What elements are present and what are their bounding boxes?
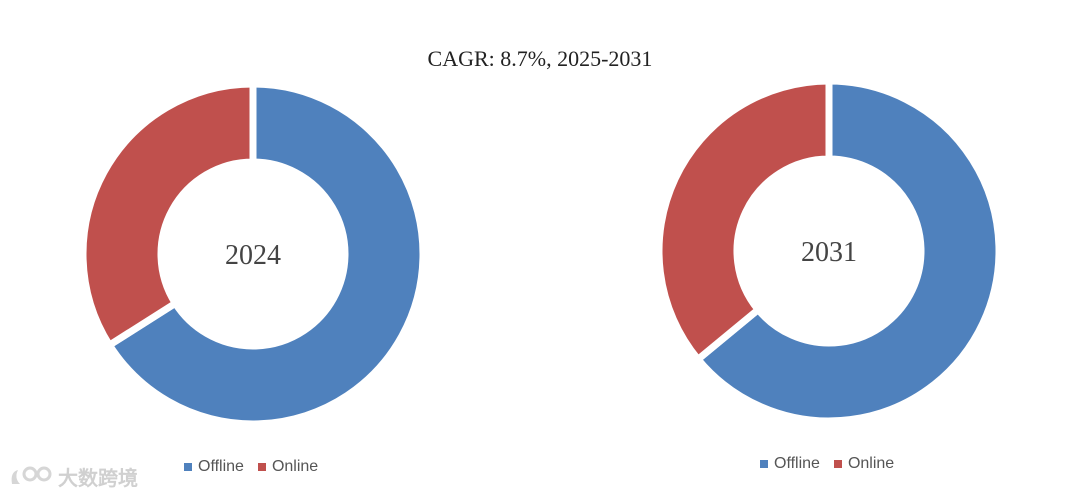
donut-chart-2024: 2024 <box>79 80 427 428</box>
legend-item-online: Online <box>257 458 319 476</box>
legend-2031: Offline Online <box>760 455 894 473</box>
legend-item-offline: Offline <box>760 455 820 473</box>
watermark-logo: 大数跨境 <box>8 462 138 491</box>
watermark-icon <box>11 466 52 484</box>
donut-slice-online <box>655 77 833 365</box>
legend-2024: Offline Online <box>184 458 318 476</box>
legend-label-offline: Offline <box>774 455 820 472</box>
legend-swatch-online <box>257 463 266 471</box>
legend-item-offline: Offline <box>184 458 244 476</box>
legend-item-online: Online <box>833 455 895 473</box>
donut-chart-2031: 2031 <box>655 77 1003 425</box>
donut-slice-online <box>79 80 257 350</box>
donut-slice-offline <box>104 80 427 428</box>
watermark-text: 大数跨境 <box>58 466 138 490</box>
donut-slice-offline <box>693 77 1003 425</box>
legend-swatch-offline <box>760 460 768 468</box>
legend-swatch-offline <box>184 463 192 471</box>
legend-label-online: Online <box>847 455 895 472</box>
donut-center-label: 2031 <box>801 237 857 268</box>
legend-label-offline: Offline <box>198 458 244 475</box>
legend-label-online: Online <box>271 458 319 475</box>
legend-swatch-online <box>833 460 842 468</box>
donut-center-label: 2024 <box>225 240 281 271</box>
cagr-title: CAGR: 8.7%, 2025-2031 <box>427 46 653 71</box>
